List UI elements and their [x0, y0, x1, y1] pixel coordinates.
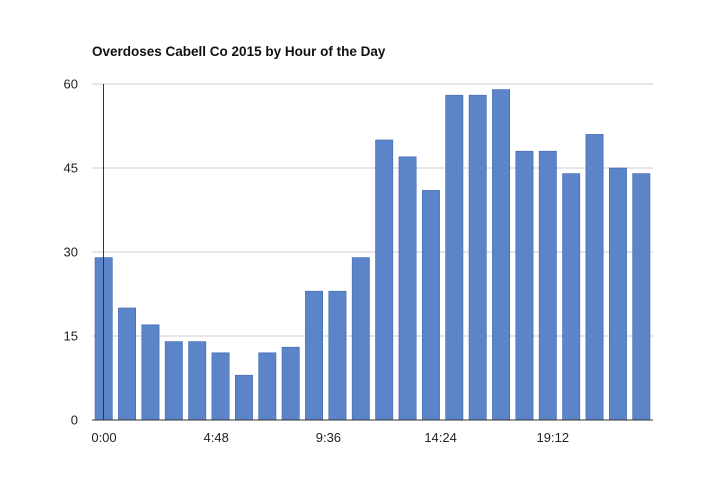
- bar-22: [608, 167, 627, 421]
- bar-13: [398, 156, 417, 421]
- x-tick-label-2: 9:36: [316, 430, 341, 445]
- bar-6: [234, 374, 253, 421]
- y-tick-label-2: 30: [64, 245, 78, 260]
- x-tick-labels: 0:00 4:48 9:36 14:24 19:12: [91, 430, 569, 445]
- bar-14: [421, 190, 440, 421]
- x-tick-label-4: 19:12: [537, 430, 570, 445]
- axes: [92, 84, 653, 421]
- bar-20: [562, 173, 581, 421]
- bar-19: [538, 150, 557, 421]
- x-tick-label-0: 0:00: [91, 430, 116, 445]
- bar-18: [515, 150, 534, 421]
- bar-3: [164, 341, 183, 421]
- bar-5: [211, 352, 230, 421]
- bar-9: [305, 290, 324, 421]
- y-tick-label-4: 60: [64, 77, 78, 92]
- bar-12: [375, 139, 394, 421]
- bar-17: [492, 89, 511, 421]
- bars: [94, 89, 651, 421]
- x-tick-label-3: 14:24: [424, 430, 457, 445]
- y-tick-labels: 0 15 30 45 60: [64, 77, 78, 428]
- bar-15: [445, 94, 464, 421]
- bar-1: [118, 307, 137, 421]
- y-tick-label-3: 45: [64, 161, 78, 176]
- gridlines: [92, 83, 653, 337]
- x-tick-label-1: 4:48: [204, 430, 229, 445]
- y-tick-label-0: 0: [71, 413, 78, 428]
- bar-23: [632, 173, 651, 421]
- bar-16: [468, 94, 487, 421]
- bar-2: [141, 324, 160, 421]
- y-tick-label-1: 15: [64, 329, 78, 344]
- bar-10: [328, 290, 347, 421]
- bar-4: [188, 341, 207, 421]
- bar-21: [585, 134, 604, 421]
- chart-title: Overdoses Cabell Co 2015 by Hour of the …: [92, 44, 386, 59]
- bar-11: [351, 257, 370, 421]
- bar-8: [281, 346, 300, 421]
- bar-7: [258, 352, 277, 421]
